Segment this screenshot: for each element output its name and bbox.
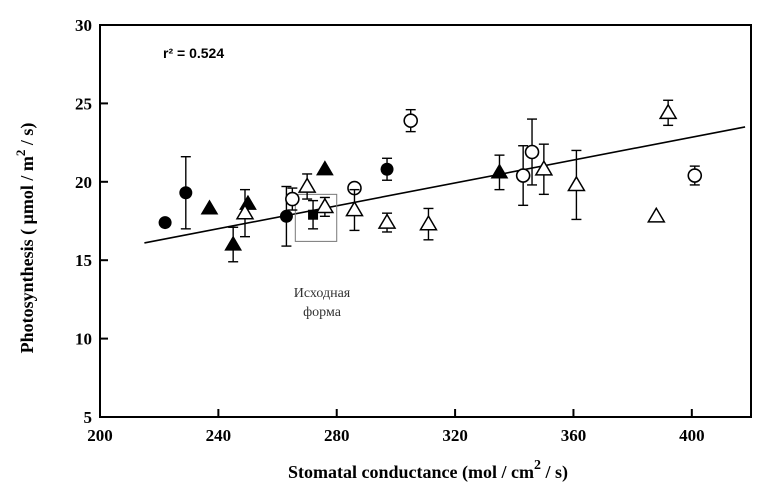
r-squared-annotation: r² = 0.524	[163, 45, 224, 61]
data-point-open-triangle	[315, 197, 335, 214]
data-point-open-triangle	[345, 200, 364, 217]
x-tick-label: 360	[561, 426, 587, 445]
highlight-box	[294, 193, 338, 242]
x-axis-title-main: Stomatal conductance (mol / cm	[288, 462, 534, 483]
data-point-filled-triangle	[200, 199, 219, 215]
ticks-layer: 200 240 280 320 360 400 5 10 15 20 25 30	[75, 16, 705, 445]
data-point-filled-triangle	[490, 163, 509, 179]
x-axis-title: Stomatal conductance (mol / cm2 / s)	[288, 458, 568, 483]
x-axis-title-sup: 2	[534, 458, 541, 473]
y-tick-label: 15	[75, 251, 92, 270]
data-point-open-triangle	[567, 175, 586, 192]
data-point-open-triangle	[419, 214, 438, 231]
y-tick-label: 5	[84, 408, 93, 427]
data-point-open-circle	[524, 144, 540, 160]
data-point-filled-triangle	[224, 235, 243, 251]
data-point-open-circle	[285, 191, 300, 207]
caption-line-1: Исходная	[294, 286, 351, 301]
y-tick-label: 10	[75, 330, 92, 349]
y-tick-label: 25	[75, 94, 92, 113]
data-point-open-circle	[515, 168, 531, 183]
y-axis-title: Photosynthesis ( μmol / m2 / s)	[13, 123, 38, 354]
data-point-open-triangle	[646, 206, 666, 223]
x-tick-label: 200	[87, 426, 113, 445]
y-tick-label: 20	[75, 173, 92, 192]
x-tick-label: 280	[324, 426, 350, 445]
y-axis-title-end: / s)	[17, 123, 38, 150]
data-point-open-circle	[403, 113, 419, 128]
x-tick-label: 320	[442, 426, 468, 445]
data-point-filled-circle	[279, 209, 293, 223]
data-point-open-circle	[687, 168, 703, 183]
data-point-open-triangle	[235, 203, 255, 220]
data-point-open-triangle	[377, 213, 397, 229]
data-point-open-triangle	[534, 159, 554, 176]
trend-layer	[144, 126, 746, 244]
points-layer	[158, 99, 703, 263]
data-point-filled-square	[308, 209, 319, 220]
plot-border	[99, 24, 752, 418]
highlight-layer	[294, 193, 338, 242]
data-point-filled-circle	[380, 162, 394, 176]
x-tick-label: 400	[679, 426, 705, 445]
data-point-filled-circle	[179, 186, 193, 200]
x-axis-title-end: / s)	[541, 462, 568, 483]
y-axis-title-main: Photosynthesis ( μmol / m	[17, 156, 38, 353]
y-tick-label: 30	[75, 16, 92, 35]
data-point-filled-triangle	[316, 160, 334, 176]
data-point-open-triangle	[658, 103, 678, 120]
plot-frame	[99, 24, 752, 418]
caption-line-2: форма	[303, 305, 342, 320]
trend-line	[144, 126, 746, 244]
y-axis-title-sup: 2	[13, 150, 28, 157]
data-point-open-triangle	[297, 177, 317, 193]
data-point-filled-triangle	[239, 194, 257, 210]
data-point-filled-circle	[158, 216, 172, 230]
x-tick-label: 240	[206, 426, 232, 445]
